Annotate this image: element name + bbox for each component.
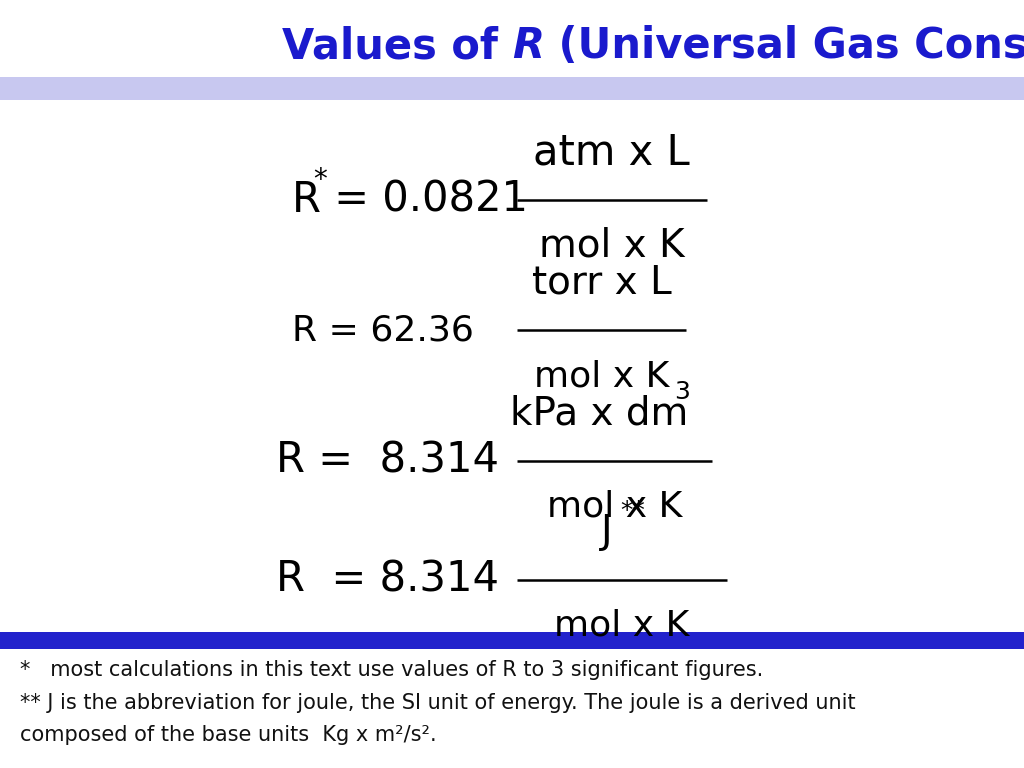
Text: = 0.0821: = 0.0821 xyxy=(321,179,527,220)
Text: R: R xyxy=(292,179,321,220)
Text: R =  8.314: R = 8.314 xyxy=(276,440,500,482)
Bar xyxy=(0,77,1024,100)
Text: composed of the base units  Kg x m²/s².: composed of the base units Kg x m²/s². xyxy=(20,725,437,745)
Text: mol x K: mol x K xyxy=(547,490,682,524)
Text: R  = 8.314: R = 8.314 xyxy=(276,559,500,601)
Text: Values of: Values of xyxy=(282,25,512,67)
Text: J: J xyxy=(601,513,612,551)
Text: 3: 3 xyxy=(674,379,690,404)
Text: *: * xyxy=(313,167,327,194)
Text: atm x L: atm x L xyxy=(534,131,690,173)
Text: mol x K: mol x K xyxy=(554,609,690,643)
Text: R = 62.36: R = 62.36 xyxy=(292,313,474,347)
Bar xyxy=(0,632,1024,649)
Text: mol x K: mol x K xyxy=(539,227,685,265)
Text: torr x L: torr x L xyxy=(531,263,672,302)
Text: mol x K: mol x K xyxy=(534,359,670,393)
Text: (Universal Gas Constant) in Different Units: (Universal Gas Constant) in Different Un… xyxy=(544,25,1024,67)
Text: *   most calculations in this text use values of R to 3 significant figures.: * most calculations in this text use val… xyxy=(20,660,764,680)
Text: **: ** xyxy=(621,498,645,523)
Text: kPa x dm: kPa x dm xyxy=(510,394,688,432)
Text: R: R xyxy=(512,25,544,67)
Text: ** J is the abbreviation for joule, the SI unit of energy. The joule is a derive: ** J is the abbreviation for joule, the … xyxy=(20,693,856,713)
